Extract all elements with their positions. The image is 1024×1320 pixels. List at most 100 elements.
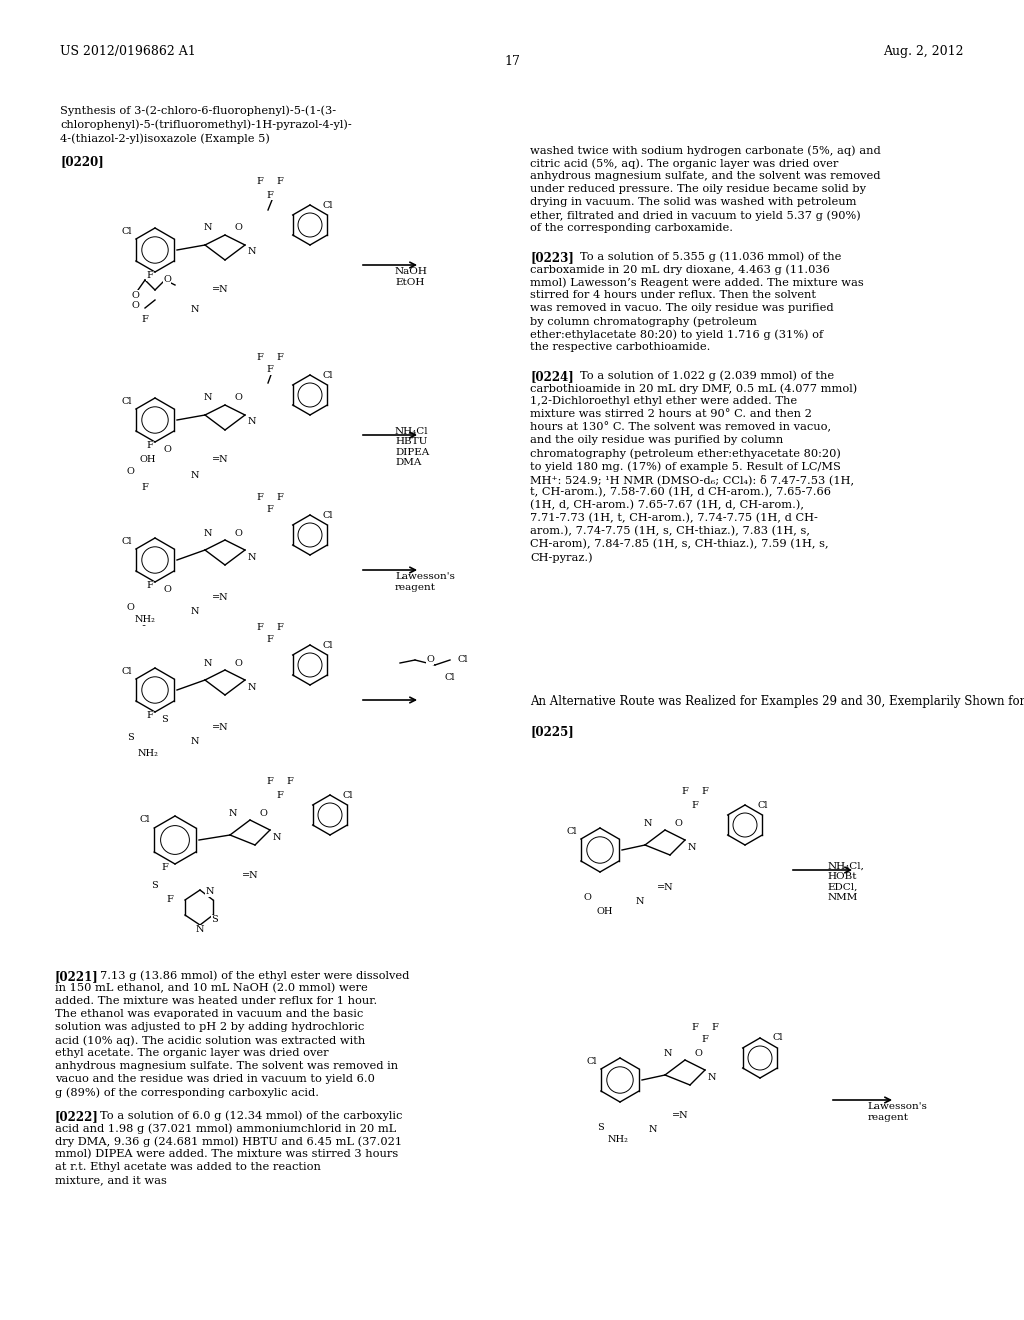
Text: N: N	[204, 393, 212, 403]
Text: Cl: Cl	[323, 201, 333, 210]
Text: N: N	[204, 528, 212, 537]
Text: Cl: Cl	[444, 673, 456, 682]
Text: to yield 180 mg. (17%) of example 5. Result of LC/MS: to yield 180 mg. (17%) of example 5. Res…	[530, 461, 841, 471]
Text: Cl: Cl	[122, 227, 132, 236]
Text: chromatography (petroleum ether:ethyacetate 80:20): chromatography (petroleum ether:ethyacet…	[530, 447, 841, 458]
Text: OH: OH	[139, 455, 157, 465]
Text: F: F	[266, 635, 273, 644]
Text: ether:ethylacetate 80:20) to yield 1.716 g (31%) of: ether:ethylacetate 80:20) to yield 1.716…	[530, 329, 823, 339]
Text: O: O	[694, 1048, 701, 1057]
Text: stirred for 4 hours under reflux. Then the solvent: stirred for 4 hours under reflux. Then t…	[530, 290, 816, 300]
Text: Cl: Cl	[587, 1057, 597, 1067]
Text: O: O	[126, 467, 134, 477]
Text: Cl: Cl	[139, 816, 151, 825]
Text: N: N	[708, 1072, 716, 1081]
Text: F: F	[276, 177, 284, 186]
Text: NH₂: NH₂	[607, 1135, 629, 1144]
Text: O: O	[234, 528, 242, 537]
Text: =N: =N	[212, 285, 228, 294]
Text: N: N	[248, 682, 256, 692]
Text: washed twice with sodium hydrogen carbonate (5%, aq) and: washed twice with sodium hydrogen carbon…	[530, 145, 881, 156]
Text: Cl: Cl	[773, 1034, 783, 1043]
Text: solution was adjusted to pH 2 by adding hydrochloric: solution was adjusted to pH 2 by adding …	[55, 1022, 365, 1032]
Text: under reduced pressure. The oily residue became solid by: under reduced pressure. The oily residue…	[530, 183, 866, 194]
Text: F: F	[167, 895, 173, 904]
Text: F: F	[276, 623, 284, 631]
Text: F: F	[162, 863, 168, 873]
Text: t, CH-arom.), 7.58-7.60 (1H, d CH-arom.), 7.65-7.66: t, CH-arom.), 7.58-7.60 (1H, d CH-arom.)…	[530, 487, 831, 498]
Text: N: N	[206, 887, 214, 896]
Text: =N: =N	[212, 594, 228, 602]
Text: NH₄Cl,
HOBt
EDCl,
NMM: NH₄Cl, HOBt EDCl, NMM	[827, 862, 864, 902]
Text: 17: 17	[504, 55, 520, 69]
Text: O: O	[163, 586, 171, 594]
Text: Cl: Cl	[122, 668, 132, 676]
Text: F: F	[146, 582, 154, 590]
Text: =N: =N	[672, 1110, 688, 1119]
Text: citric acid (5%, aq). The organic layer was dried over: citric acid (5%, aq). The organic layer …	[530, 158, 839, 169]
Text: N: N	[664, 1048, 672, 1057]
Text: of the corresponding carboxamide.: of the corresponding carboxamide.	[530, 223, 733, 234]
Text: O: O	[234, 659, 242, 668]
Text: =N: =N	[242, 870, 258, 879]
Text: N: N	[196, 925, 204, 935]
Text: vacuo and the residue was dried in vacuum to yield 6.0: vacuo and the residue was dried in vacuu…	[55, 1074, 375, 1084]
Text: Cl: Cl	[323, 640, 333, 649]
Text: Cl: Cl	[458, 656, 468, 664]
Text: F: F	[141, 315, 148, 325]
Text: O: O	[163, 446, 171, 454]
Text: O: O	[583, 894, 591, 903]
Text: =N: =N	[212, 455, 228, 465]
Text: [0224]: [0224]	[530, 370, 573, 383]
Text: S: S	[127, 734, 133, 742]
Text: N: N	[688, 842, 696, 851]
Text: Cl: Cl	[343, 791, 353, 800]
Text: O: O	[126, 603, 134, 612]
Text: hours at 130° C. The solvent was removed in vacuo,: hours at 130° C. The solvent was removed…	[530, 422, 831, 433]
Text: F: F	[266, 190, 273, 199]
Text: CH-arom), 7.84-7.85 (1H, s, CH-thiaz.), 7.59 (1H, s,: CH-arom), 7.84-7.85 (1H, s, CH-thiaz.), …	[530, 539, 828, 549]
Text: g (89%) of the corresponding carboxylic acid.: g (89%) of the corresponding carboxylic …	[55, 1086, 319, 1097]
Text: To a solution of 1.022 g (2.039 mmol) of the: To a solution of 1.022 g (2.039 mmol) of…	[580, 370, 835, 380]
Text: (1H, d, CH-arom.) 7.65-7.67 (1H, d, CH-arom.),: (1H, d, CH-arom.) 7.65-7.67 (1H, d, CH-a…	[530, 500, 804, 511]
Text: F: F	[146, 441, 154, 450]
Text: F: F	[276, 352, 284, 362]
Text: F: F	[287, 777, 294, 787]
Text: chlorophenyl)-5-(trifluoromethyl)-1H-pyrazol-4-yl)-: chlorophenyl)-5-(trifluoromethyl)-1H-pyr…	[60, 119, 352, 129]
Text: ether, filtrated and dried in vacuum to yield 5.37 g (90%): ether, filtrated and dried in vacuum to …	[530, 210, 861, 220]
Text: O: O	[131, 301, 139, 309]
Text: F: F	[682, 788, 688, 796]
Text: O: O	[259, 808, 267, 817]
Text: S: S	[597, 1122, 603, 1131]
Text: O: O	[426, 656, 434, 664]
Text: F: F	[701, 788, 709, 796]
Text: and the oily residue was purified by column: and the oily residue was purified by col…	[530, 436, 783, 445]
Text: the respective carbothioamide.: the respective carbothioamide.	[530, 342, 711, 352]
Text: N: N	[204, 659, 212, 668]
Text: N: N	[248, 417, 256, 426]
Text: N: N	[248, 248, 256, 256]
Text: F: F	[266, 777, 273, 787]
Text: N: N	[190, 305, 200, 314]
Text: by column chromatography (petroleum: by column chromatography (petroleum	[530, 315, 757, 326]
Text: 7.13 g (13.86 mmol) of the ethyl ester were dissolved: 7.13 g (13.86 mmol) of the ethyl ester w…	[100, 970, 410, 981]
Text: NH₄Cl
HBTU
DIPEA
DMA: NH₄Cl HBTU DIPEA DMA	[395, 426, 429, 467]
Text: anhydrous magnesium sulfate. The solvent was removed in: anhydrous magnesium sulfate. The solvent…	[55, 1061, 398, 1071]
Text: 1,2-Dichloroethyl ethyl ether were added. The: 1,2-Dichloroethyl ethyl ether were added…	[530, 396, 797, 407]
Text: N: N	[644, 818, 652, 828]
Text: O: O	[234, 393, 242, 403]
Text: anhydrous magnesium sulfate, and the solvent was removed: anhydrous magnesium sulfate, and the sol…	[530, 172, 881, 181]
Text: US 2012/0196862 A1: US 2012/0196862 A1	[60, 45, 196, 58]
Text: F: F	[276, 492, 284, 502]
Text: was removed in vacuo. The oily residue was purified: was removed in vacuo. The oily residue w…	[530, 304, 834, 313]
Text: S: S	[152, 880, 159, 890]
Text: O: O	[131, 290, 139, 300]
Text: acid (10% aq). The acidic solution was extracted with: acid (10% aq). The acidic solution was e…	[55, 1035, 366, 1045]
Text: F: F	[257, 352, 263, 362]
Text: O: O	[163, 276, 171, 285]
Text: S: S	[212, 916, 218, 924]
Text: S: S	[162, 715, 168, 725]
Text: NaOH
EtOH: NaOH EtOH	[395, 267, 428, 286]
Text: MH⁺: 524.9; ¹H NMR (DMSO-d₆; CCl₄): δ 7.47-7.53 (1H,: MH⁺: 524.9; ¹H NMR (DMSO-d₆; CCl₄): δ 7.…	[530, 474, 854, 484]
Text: Aug. 2, 2012: Aug. 2, 2012	[884, 45, 964, 58]
